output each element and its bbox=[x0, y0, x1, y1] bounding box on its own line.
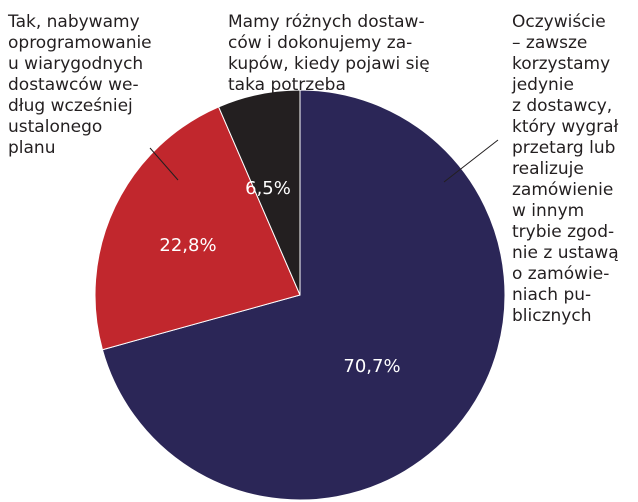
category-label: ców i dokonujemy za- bbox=[228, 33, 412, 53]
category-label: trybie zgod- bbox=[512, 222, 614, 242]
category-label: realizuje bbox=[512, 159, 584, 179]
pie-slice bbox=[94, 106, 301, 351]
category-label: Mamy różnych dostaw- bbox=[228, 12, 425, 32]
category-label: Tak, nabywamy bbox=[7, 12, 140, 32]
category-label: – zawsze bbox=[512, 33, 587, 53]
data-label: 70,7% bbox=[343, 356, 400, 377]
category-label: korzystamy bbox=[512, 54, 610, 74]
category-label: nie z ustawą bbox=[512, 243, 619, 263]
category-label: kupów, kiedy pojawi się bbox=[228, 54, 430, 74]
category-label: blicznych bbox=[512, 306, 591, 326]
category-label: oprogramowanie bbox=[8, 33, 152, 53]
category-label: planu bbox=[8, 138, 55, 158]
data-label: 22,8% bbox=[159, 235, 216, 256]
category-label: w innym bbox=[512, 201, 584, 221]
category-label: jedynie bbox=[511, 75, 574, 95]
pie-slice bbox=[217, 89, 301, 296]
category-label: o zamówie- bbox=[512, 264, 609, 284]
category-label: przetarg lub bbox=[512, 138, 615, 158]
leader-line bbox=[149, 147, 179, 181]
category-label: dostawców we- bbox=[8, 75, 139, 95]
category-label: zamówienie bbox=[512, 180, 613, 200]
pie-slice bbox=[101, 89, 506, 501]
leader-line bbox=[443, 139, 499, 183]
category-label: ustalonego bbox=[8, 117, 102, 137]
category-label: dług wcześniej bbox=[8, 96, 133, 116]
data-label: 6,5% bbox=[245, 178, 291, 199]
category-label: u wiarygodnych bbox=[8, 54, 143, 74]
category-label: Oczywiście bbox=[512, 12, 606, 32]
category-label: niach pu- bbox=[512, 285, 591, 305]
category-label: taka potrzeba bbox=[228, 75, 346, 95]
category-label: z dostawcy, bbox=[512, 96, 612, 116]
category-label: który wygrał bbox=[512, 117, 619, 137]
